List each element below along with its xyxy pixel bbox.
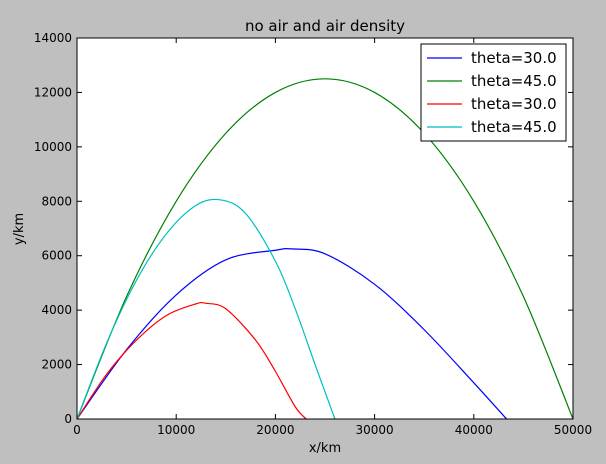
- legend-frame: [420, 43, 567, 142]
- series-line-4: [76, 198, 336, 420]
- y-tick-label: 4000: [41, 303, 72, 317]
- x-axis-label: x/km: [309, 441, 341, 456]
- series-line-2: [76, 78, 574, 420]
- chart-title: no air and air density: [245, 17, 405, 35]
- y-tick-label: 8000: [41, 194, 72, 208]
- legend-label: theta=45.0: [471, 118, 557, 136]
- y-tick-label: 0: [64, 412, 72, 426]
- legend-label: theta=45.0: [471, 72, 557, 90]
- y-tick-label: 12000: [34, 85, 72, 99]
- series-layer: [76, 78, 574, 420]
- series-line-3: [76, 301, 307, 420]
- x-tick-label: 0: [73, 423, 81, 437]
- plot-frame: [76, 37, 574, 420]
- x-tick-label: 50000: [554, 423, 592, 437]
- legend-label: theta=30.0: [471, 49, 557, 67]
- y-tick-label: 14000: [34, 31, 72, 45]
- x-tick-label: 40000: [455, 423, 493, 437]
- x-tick-label: 10000: [157, 423, 195, 437]
- legend-label: theta=30.0: [471, 95, 557, 113]
- series-line-1: [76, 248, 507, 420]
- y-tick-label: 2000: [41, 358, 72, 372]
- y-axis-label: y/km: [12, 213, 27, 245]
- y-tick-label: 6000: [41, 249, 72, 263]
- y-tick-label: 10000: [34, 140, 72, 154]
- tick-layer: 0 10000 20000 30000 40000 50000 0 2000 4000 6000 8…: [34, 31, 592, 437]
- legend: theta=30.0 theta=45.0 theta=30.0 theta=45.0: [420, 43, 567, 142]
- x-tick-label: 30000: [356, 423, 394, 437]
- x-tick-label: 20000: [256, 423, 294, 437]
